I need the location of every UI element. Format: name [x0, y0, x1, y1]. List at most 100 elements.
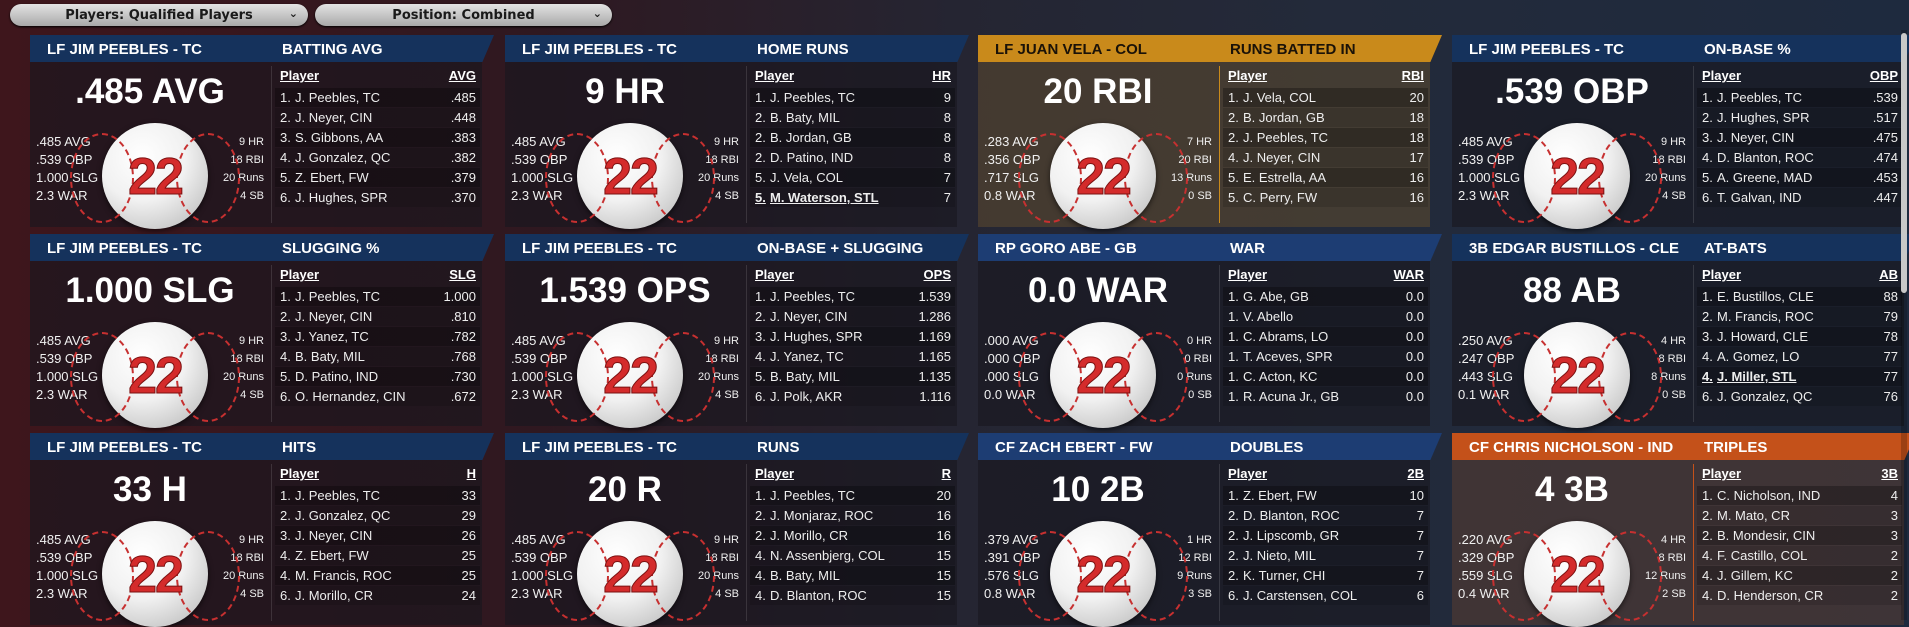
leaderboard-row[interactable]: 2. J. Hughes, SPR .517: [1697, 108, 1902, 127]
leader-card[interactable]: CF ZACH EBERT - FW DOUBLES 10 2B .379 AV…: [978, 433, 1442, 627]
leader-name[interactable]: LF JIM PEEBLES - TC: [522, 240, 678, 257]
row-player-name[interactable]: F. Castillo, COL: [1717, 548, 1808, 563]
row-player-name[interactable]: C. Nicholson, IND: [1717, 488, 1821, 503]
leaderboard-row[interactable]: 1. J. Peebles, TC 1.539: [750, 287, 955, 306]
leaderboard-row[interactable]: 1. T. Aceves, SPR 0.0: [1223, 347, 1428, 366]
leaderboard-row[interactable]: 1. R. Acuna Jr., GB 0.0: [1223, 387, 1428, 406]
stat-column-header[interactable]: OPS: [923, 267, 951, 282]
leader-card[interactable]: LF JIM PEEBLES - TC HOME RUNS 9 HR .485 …: [505, 35, 969, 229]
stat-column-header[interactable]: 2B: [1407, 466, 1424, 481]
leader-name[interactable]: RP GORO ABE - GB: [995, 240, 1137, 257]
leaderboard-row[interactable]: 1. J. Peebles, TC .485: [275, 88, 480, 107]
leaderboard-row[interactable]: 1. E. Bustillos, CLE 88: [1697, 287, 1902, 306]
leaderboard-row[interactable]: 1. J. Peebles, TC 1.000: [275, 287, 480, 306]
leaderboard-row[interactable]: 1. Z. Ebert, FW 10: [1223, 486, 1428, 505]
row-player-name[interactable]: J. Peebles, TC: [1717, 90, 1803, 105]
scrollbar-thumb[interactable]: [1901, 33, 1907, 293]
row-player-name[interactable]: J. Peebles, TC: [770, 488, 856, 503]
stat-column-header[interactable]: AB: [1879, 267, 1898, 282]
player-column-header[interactable]: Player: [280, 68, 320, 83]
row-player-name[interactable]: E. Bustillos, CLE: [1717, 289, 1814, 304]
leader-card[interactable]: LF JIM PEEBLES - TC ON-BASE + SLUGGING 1…: [505, 234, 969, 428]
leader-name[interactable]: LF JIM PEEBLES - TC: [522, 41, 678, 58]
row-player-name[interactable]: C. Abrams, LO: [1243, 329, 1329, 344]
leader-card[interactable]: LF JIM PEEBLES - TC RUNS 20 R .485 AVG .…: [505, 433, 969, 627]
row-player-name[interactable]: E. Estrella, AA: [1243, 170, 1327, 185]
leader-name[interactable]: CF ZACH EBERT - FW: [995, 439, 1153, 456]
leaderboard-row[interactable]: 3. J. Yanez, TC .782: [275, 327, 480, 346]
leaderboard-row[interactable]: 4. N. Assenbjerg, COL 15: [750, 546, 955, 565]
leaderboard-row[interactable]: 2. M. Francis, ROC 79: [1697, 307, 1902, 326]
leader-card[interactable]: CF CHRIS NICHOLSON - IND TRIPLES 4 3B .2…: [1452, 433, 1909, 627]
leaderboard-row[interactable]: 1. J. Peebles, TC 33: [275, 486, 480, 505]
row-player-name[interactable]: D. Patino, IND: [295, 369, 379, 384]
stat-column-header[interactable]: H: [466, 466, 476, 481]
leader-name[interactable]: LF JIM PEEBLES - TC: [1469, 41, 1625, 58]
stat-column-header[interactable]: HR: [932, 68, 951, 83]
player-column-header[interactable]: Player: [280, 466, 320, 481]
leaderboard-row[interactable]: 6. J. Hughes, SPR .370: [275, 188, 480, 207]
row-player-name[interactable]: J. Peebles, TC: [1243, 130, 1329, 145]
leaderboard-row[interactable]: 2. J. Neyer, CIN 1.286: [750, 307, 955, 326]
leaderboard-row[interactable]: 1. J. Vela, COL 20: [1223, 88, 1428, 107]
leader-card[interactable]: LF JIM PEEBLES - TC SLUGGING % 1.000 SLG…: [30, 234, 494, 428]
row-player-name[interactable]: C. Acton, KC: [1243, 369, 1318, 384]
row-player-name[interactable]: T. Aceves, SPR: [1243, 349, 1333, 364]
row-player-name[interactable]: J. Morillo, CR: [295, 588, 374, 603]
row-player-name[interactable]: J. Gillem, KC: [1717, 568, 1793, 583]
row-player-name[interactable]: J. Neyer, CIN: [295, 110, 373, 125]
stat-column-header[interactable]: 3B: [1881, 466, 1898, 481]
leaderboard-row[interactable]: 4. M. Francis, ROC 25: [275, 566, 480, 585]
player-column-header[interactable]: Player: [755, 267, 795, 282]
stat-column-header[interactable]: RBI: [1401, 68, 1424, 83]
leader-name[interactable]: CF CHRIS NICHOLSON - IND: [1469, 439, 1674, 456]
leaderboard-row[interactable]: 1. J. Peebles, TC 20: [750, 486, 955, 505]
row-player-name[interactable]: V. Abello: [1243, 309, 1294, 324]
row-player-name[interactable]: J. Neyer, CIN: [1717, 130, 1795, 145]
leaderboard-row[interactable]: 6. J. Morillo, CR 24: [275, 586, 480, 605]
leaderboard-row[interactable]: 4. D. Blanton, ROC 15: [750, 586, 955, 605]
row-player-name[interactable]: T. Galvan, IND: [1717, 190, 1802, 205]
row-player-name[interactable]: B. Baty, MIL: [770, 369, 840, 384]
leaderboard-row[interactable]: 5. Z. Ebert, FW .379: [275, 168, 480, 187]
stat-column-header[interactable]: OBP: [1869, 68, 1898, 83]
leaderboard-row[interactable]: 5. E. Estrella, AA 16: [1223, 168, 1428, 187]
row-player-name[interactable]: J. Gonzalez, QC: [295, 508, 391, 523]
leaderboard-row[interactable]: 2. B. Mondesir, CIN 3: [1697, 526, 1902, 545]
row-player-name[interactable]: J. Miller, STL: [1717, 369, 1797, 384]
leaderboard-row[interactable]: 6. O. Hernandez, CIN .672: [275, 387, 480, 406]
players-filter-dropdown[interactable]: Players: Qualified Players ⌄: [10, 4, 308, 26]
leaderboard-row[interactable]: 4. D. Henderson, CR 2: [1697, 586, 1902, 605]
row-player-name[interactable]: J. Peebles, TC: [770, 90, 856, 105]
row-player-name[interactable]: J. Neyer, CIN: [1243, 150, 1321, 165]
leaderboard-row[interactable]: 2. J. Neyer, CIN .448: [275, 108, 480, 127]
row-player-name[interactable]: J. Carstensen, COL: [1243, 588, 1358, 603]
leaderboard-row[interactable]: 2. J. Monjaraz, ROC 16: [750, 506, 955, 525]
player-column-header[interactable]: Player: [755, 466, 795, 481]
player-column-header[interactable]: Player: [1228, 68, 1268, 83]
leaderboard-row[interactable]: 4. J. Gonzalez, QC .382: [275, 148, 480, 167]
leader-name[interactable]: LF JIM PEEBLES - TC: [47, 439, 203, 456]
row-player-name[interactable]: J. Gonzalez, QC: [1717, 389, 1813, 404]
leaderboard-row[interactable]: 5. M. Waterson, STL 7: [750, 188, 955, 207]
row-player-name[interactable]: J. Hughes, SPR: [295, 190, 388, 205]
player-column-header[interactable]: Player: [1702, 68, 1742, 83]
leaderboard-row[interactable]: 4. J. Gillem, KC 2: [1697, 566, 1902, 585]
row-player-name[interactable]: J. Hughes, SPR: [770, 329, 863, 344]
leaderboard-row[interactable]: 6. J. Gonzalez, QC 76: [1697, 387, 1902, 406]
leaderboard-row[interactable]: 5. B. Baty, MIL 1.135: [750, 367, 955, 386]
row-player-name[interactable]: J. Howard, CLE: [1717, 329, 1809, 344]
leaderboard-row[interactable]: 2. J. Lipscomb, GR 7: [1223, 526, 1428, 545]
leaderboard-row[interactable]: 2. J. Neyer, CIN .810: [275, 307, 480, 326]
leaderboard-row[interactable]: 2. B. Jordan, GB 8: [750, 128, 955, 147]
leaderboard-row[interactable]: 1. J. Peebles, TC 9: [750, 88, 955, 107]
leaderboard-row[interactable]: 2. D. Blanton, ROC 7: [1223, 506, 1428, 525]
row-player-name[interactable]: D. Blanton, ROC: [1717, 150, 1814, 165]
player-column-header[interactable]: Player: [1228, 267, 1268, 282]
leader-name[interactable]: 3B EDGAR BUSTILLOS - CLE: [1469, 240, 1680, 257]
leaderboard-row[interactable]: 1. G. Abe, GB 0.0: [1223, 287, 1428, 306]
leaderboard-row[interactable]: 4. F. Castillo, COL 2: [1697, 546, 1902, 565]
row-player-name[interactable]: B. Mondesir, CIN: [1717, 528, 1816, 543]
leaderboard-row[interactable]: 5. C. Perry, FW 16: [1223, 188, 1428, 207]
stat-column-header[interactable]: WAR: [1393, 267, 1424, 282]
